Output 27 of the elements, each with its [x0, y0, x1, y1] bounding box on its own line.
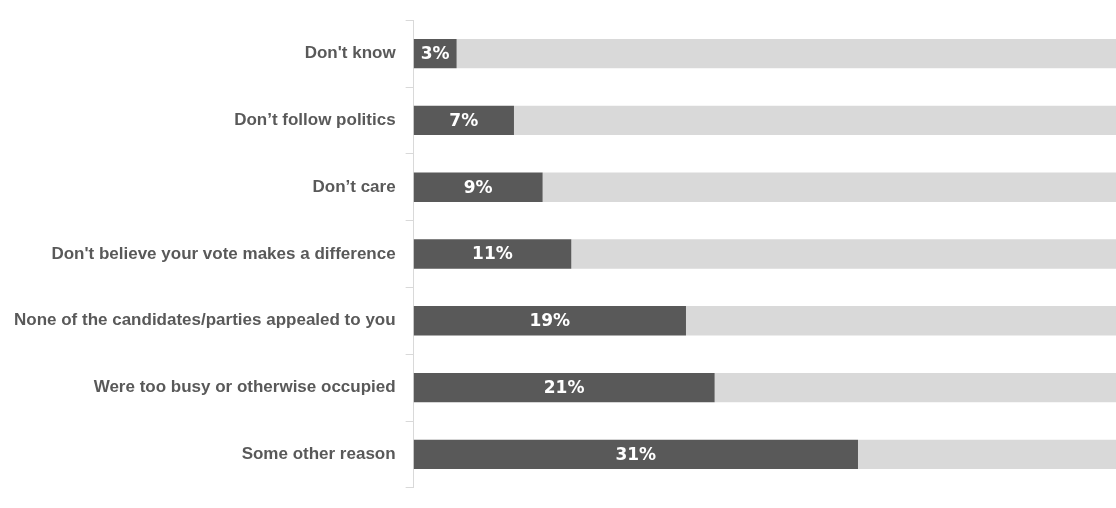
bar [413, 172, 543, 202]
bar [571, 239, 1116, 269]
bar [513, 105, 1116, 136]
data-label: 9% [463, 176, 493, 197]
y-tick-label: Don't believe your vote makes a difference [51, 243, 396, 263]
y-tick-label: Don't know [304, 43, 397, 63]
bar [857, 439, 1116, 470]
bar [413, 105, 514, 136]
y-tick-label: Were too busy or otherwise occupied [93, 377, 396, 397]
data-label: 3% [420, 43, 450, 64]
data-label: 31% [615, 443, 657, 464]
y-tick-label: None of the candidates/parties appealed to you [13, 310, 396, 330]
data-label: 11% [472, 243, 513, 264]
y-tick-label: Don’t care [312, 176, 396, 196]
data-label: 19% [529, 310, 571, 331]
bar [413, 239, 572, 269]
data-label: 7% [449, 109, 479, 130]
data-label: 21% [543, 377, 585, 398]
y-tick-label: Don’t follow politics [234, 110, 396, 130]
bar [413, 439, 858, 470]
bar [413, 306, 686, 336]
bar [542, 172, 1116, 202]
bar [714, 372, 1116, 403]
bar [685, 306, 1116, 336]
bar [456, 38, 1116, 69]
y-tick-label: Some other reason [241, 444, 396, 464]
bar [413, 372, 715, 403]
